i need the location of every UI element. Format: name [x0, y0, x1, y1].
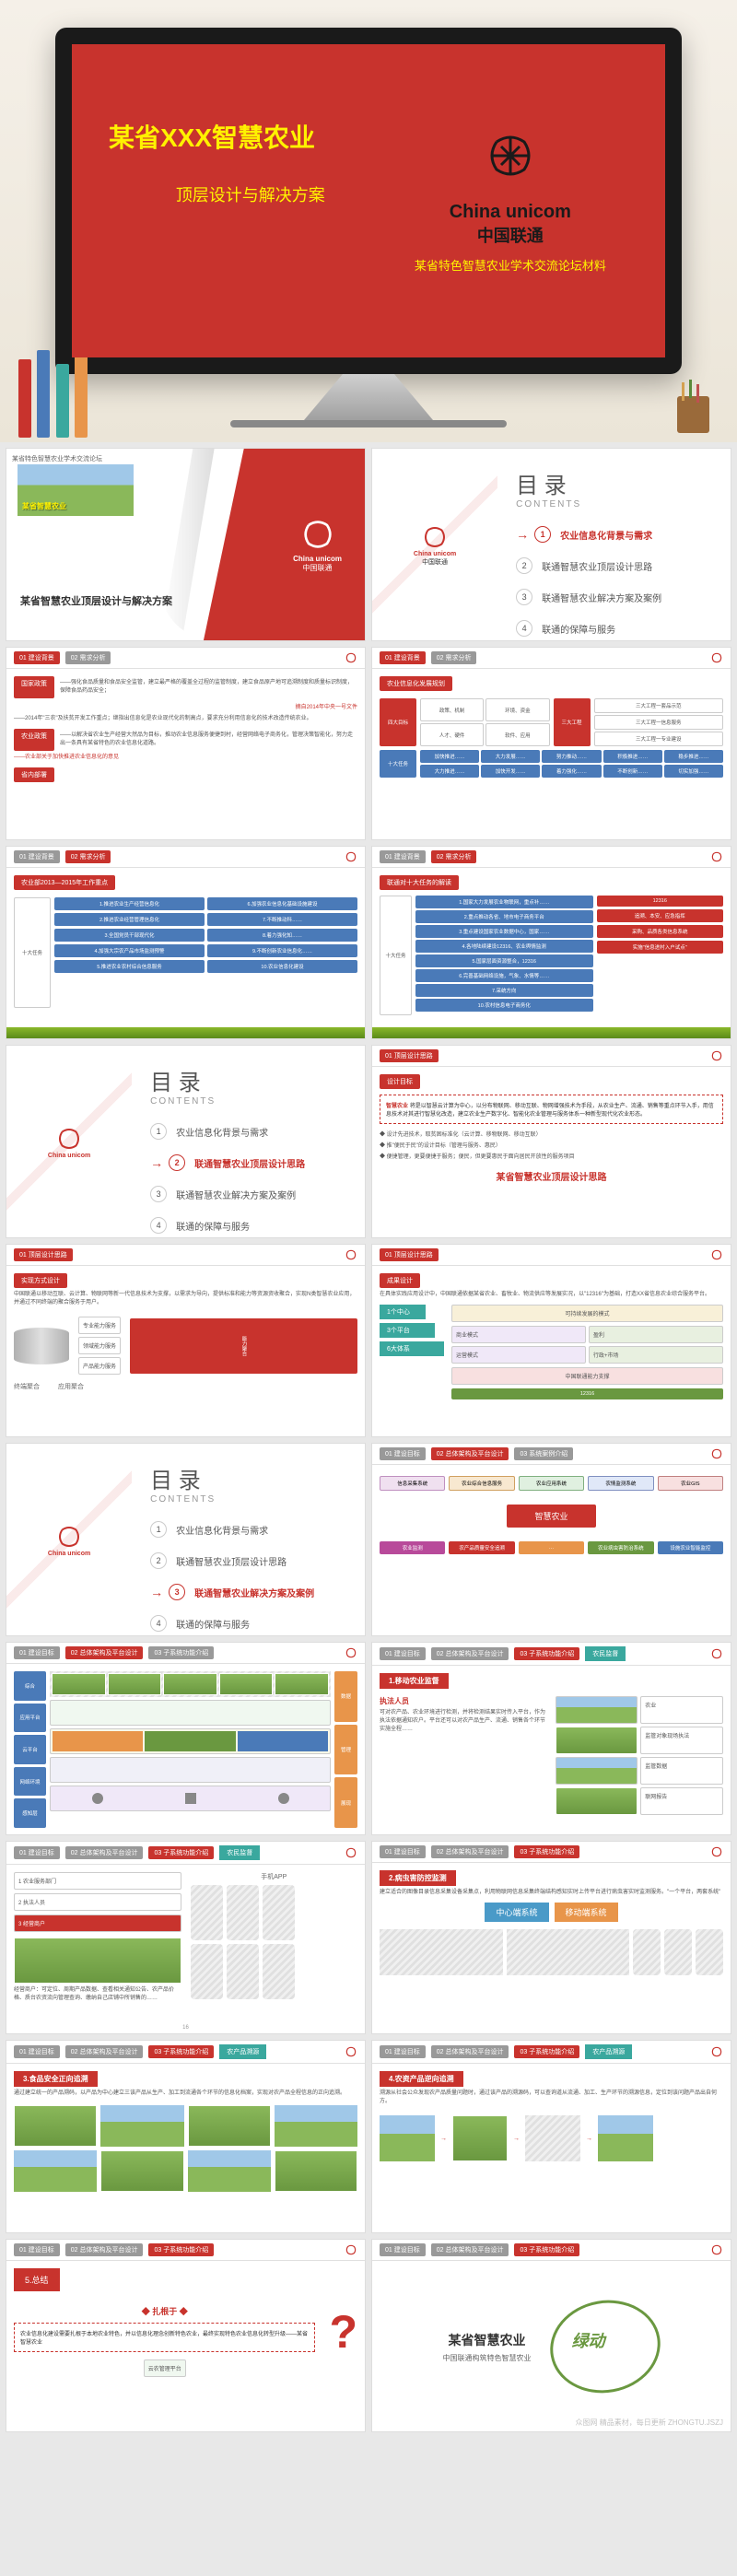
slide-5: 01 建设背景 02 需求分析 农业部2013—2015年工作重点 十大任务 1…	[6, 846, 366, 1039]
slide-14: 01 建设目标 02 总体架构及平台设计 03 子系统功能介绍 综合 应用平台 …	[6, 1642, 366, 1835]
unicom-knot-icon	[483, 128, 538, 183]
cylinder-diagram	[14, 1328, 69, 1364]
unicom-logo	[455, 128, 566, 193]
intro-logo: China unicom 中国联通	[293, 516, 342, 573]
slide-16: 01 建设目标 02 总体架构及平台设计 03 子系统功能介绍 2.病虫害防控监…	[371, 1841, 731, 2034]
slide-logo	[345, 651, 357, 664]
slide-12: 01 建设目标 02 总体架构及平台设计 03 系统案例介绍 信息采集系统 农业…	[371, 1443, 731, 1636]
slide-17: 01 建设目标 02 总体架构及平台设计 03 子系统功能介绍 农产品溯源 3.…	[6, 2040, 366, 2233]
toc-item-1: →1农业信息化背景与需求	[516, 519, 712, 550]
hero-title: 某省XXX智慧农业	[109, 118, 392, 155]
desk-items	[677, 396, 709, 433]
slide-toc-1: China unicom 中国联通 目 录 CONTENTS →1农业信息化背景…	[371, 448, 731, 641]
monitor-screen: 某省XXX智慧农业 顶层设计与解决方案 China unicom 中国联通 某省…	[72, 44, 665, 357]
toc-item-4: 4联通的保障与服务	[516, 613, 712, 641]
hero-footer: 某省特色智慧农业学术交流论坛材料	[415, 256, 606, 274]
intro-title: 某省智慧农业顶层设计与解决方案	[20, 593, 172, 608]
logo-text-cn: 中国联通	[477, 223, 544, 247]
intro-image: 某省智慧农业	[16, 463, 135, 518]
slide-4: 01 建设背景 02 需求分析 农业信息化发展规划 四大目标 政策、机制 环境、…	[371, 647, 731, 840]
slide-3: 01 建设背景 02 需求分析 国家政策 ——强化食品质量和食品安全监管，建立最…	[6, 647, 366, 840]
logo-text-en: China unicom	[450, 202, 571, 223]
toc-item-3: 3联通智慧农业解决方案及案例	[516, 581, 712, 613]
monitor-stand	[304, 374, 433, 420]
slide-18: 01 建设目标 02 总体架构及平台设计 03 子系统功能介绍 农产品溯源 4.…	[371, 2040, 731, 2233]
slide-6: 01 建设背景 02 需求分析 联通对十大任务的解读 十大任务 1.国家大力发展…	[371, 846, 731, 1039]
slide-intro: 某省特色智慧农业学术交流论坛 某省智慧农业 China unicom 中国联通 …	[6, 448, 366, 641]
slide-20: 01 建设目标 02 总体架构及平台设计 03 子系统功能介绍 某省智慧农业 中…	[371, 2239, 731, 2432]
monitor-frame: 某省XXX智慧农业 顶层设计与解决方案 China unicom 中国联通 某省…	[55, 28, 682, 374]
question-mark-icon: ?	[329, 2305, 357, 2359]
watermark: 众图网 精品素材，每日更新 ZHONGTU.JSZJ	[576, 2418, 723, 2428]
slide-15: 01 建设目标 02 总体架构及平台设计 03 子系统功能介绍 农民监督 1 农…	[6, 1841, 366, 2034]
toc-title: 目 录	[516, 467, 712, 499]
slide-toc-3: China unicom 目 录 CONTENTS 1农业信息化背景与需求 2联…	[6, 1443, 366, 1636]
slides-grid: 某省特色智慧农业学术交流论坛 某省智慧农业 China unicom 中国联通 …	[0, 442, 737, 2438]
slide-toc-2: China unicom 目 录 CONTENTS 1农业信息化背景与需求 →2…	[6, 1045, 366, 1238]
slide-10: 01 顶层设计思路 成果设计 在具体实践应用设计中，中国联通依据某省农业、畜牧业…	[371, 1244, 731, 1437]
books-decoration	[18, 350, 92, 442]
slide-9: 01 顶层设计思路 实现方式设计 中国联通以移动互联、云计算、物联网等新一代信息…	[6, 1244, 366, 1437]
monitor-base	[230, 420, 507, 427]
slide-19: 01 建设目标 02 总体架构及平台设计 03 子系统功能介绍 5.总结 ◆ 扎…	[6, 2239, 366, 2432]
slide-8: 01 顶层设计思路 设计目标 智慧农业 将是以智慧云计算为中心，以分布物联网、移…	[371, 1045, 731, 1238]
slide-13: 01 建设目标 02 总体架构及平台设计 03 子系统功能介绍 农民监督 1.移…	[371, 1642, 731, 1835]
toc-item-2: 2联通智慧农业顶层设计思路	[516, 550, 712, 581]
hero-section: 某省XXX智慧农业 顶层设计与解决方案 China unicom 中国联通 某省…	[0, 0, 737, 442]
hero-subtitle: 顶层设计与解决方案	[109, 182, 392, 206]
